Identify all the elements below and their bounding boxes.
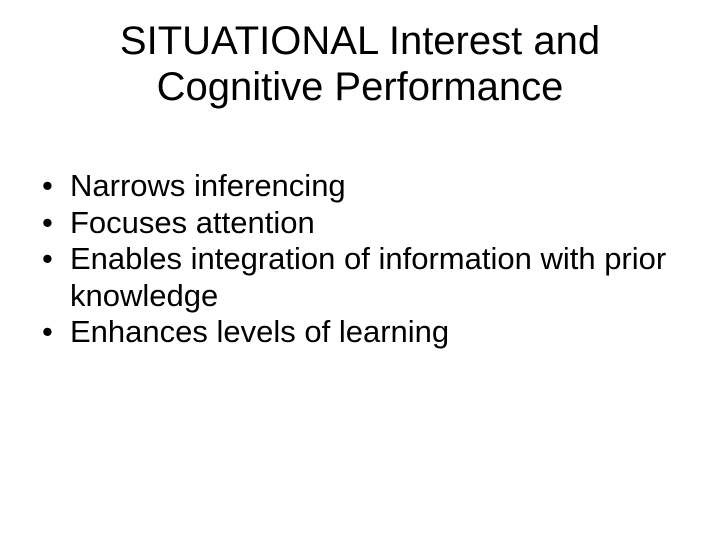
bullet-text: Narrows inferencing bbox=[70, 168, 346, 203]
bullet-list: Narrows inferencing Focuses attention En… bbox=[38, 168, 680, 351]
bullet-text: Focuses attention bbox=[70, 205, 315, 240]
list-item: Narrows inferencing bbox=[38, 168, 680, 205]
bullet-text: Enhances levels of learning bbox=[70, 314, 449, 349]
title-line-2: Cognitive Performance bbox=[157, 65, 564, 109]
bullet-text: Enables integration of information with … bbox=[70, 241, 666, 313]
list-item: Enhances levels of learning bbox=[38, 314, 680, 351]
list-item: Focuses attention bbox=[38, 205, 680, 242]
slide-title: SITUATIONAL Interest and Cognitive Perfo… bbox=[0, 18, 720, 110]
slide: SITUATIONAL Interest and Cognitive Perfo… bbox=[0, 0, 720, 540]
slide-body: Narrows inferencing Focuses attention En… bbox=[0, 168, 720, 351]
list-item: Enables integration of information with … bbox=[38, 241, 680, 314]
title-line-1: SITUATIONAL Interest and bbox=[120, 19, 600, 63]
